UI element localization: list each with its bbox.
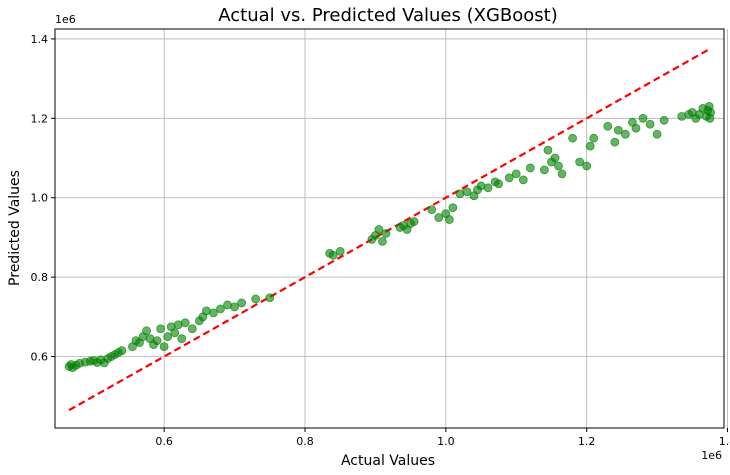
data-point — [335, 246, 345, 256]
data-point — [652, 129, 662, 139]
data-point — [187, 324, 197, 334]
data-point — [557, 169, 567, 179]
data-point — [706, 107, 716, 117]
reference-line-group — [68, 47, 711, 412]
data-point — [237, 298, 247, 308]
data-point — [543, 145, 553, 155]
data-point — [631, 123, 641, 133]
data-point — [554, 161, 563, 171]
data-point — [265, 293, 275, 303]
data-point — [427, 205, 437, 215]
y-tick-label: 1.2 — [31, 112, 49, 125]
data-point — [518, 175, 528, 185]
data-point — [117, 346, 127, 355]
data-point — [645, 119, 655, 129]
data-point — [483, 183, 493, 193]
data-point — [444, 215, 454, 224]
data-point — [621, 129, 630, 139]
y-axis-offset-label: 1e6 — [55, 13, 76, 26]
data-point — [613, 125, 623, 135]
data-point — [378, 237, 387, 246]
data-point — [448, 203, 458, 213]
data-point — [462, 187, 472, 197]
data-points — [64, 102, 716, 373]
data-point — [381, 229, 391, 238]
data-point — [504, 173, 514, 183]
data-point — [638, 113, 648, 123]
data-point — [374, 225, 384, 234]
data-point — [163, 332, 173, 342]
x-tick-label: 1.0 — [437, 435, 455, 448]
x-axis-offset-label: 1e6 — [701, 449, 722, 462]
x-axis-ticks: 0.6 0.8 1.0 1.2 1.4 — [155, 428, 730, 448]
data-point — [575, 157, 585, 167]
data-point — [409, 217, 419, 226]
data-point — [511, 169, 521, 179]
data-point — [159, 342, 169, 352]
x-tick-label: 1.2 — [578, 435, 596, 448]
data-point — [152, 336, 162, 346]
x-tick-label: 0.8 — [296, 435, 314, 448]
data-point — [525, 163, 535, 173]
y-tick-label: 1.0 — [31, 192, 49, 205]
data-point — [585, 141, 595, 151]
y-tick-label: 0.6 — [31, 351, 49, 364]
data-point — [434, 213, 444, 222]
x-axis-label: Actual Values — [341, 453, 435, 469]
grid-lines — [55, 29, 728, 428]
y-axis-ticks: 0.6 0.8 1.0 1.2 1.4 — [31, 33, 55, 364]
data-point — [209, 308, 218, 318]
data-point — [180, 318, 190, 328]
y-axis-label: Predicted Values — [7, 170, 23, 286]
reference-line — [68, 47, 711, 412]
data-point — [328, 250, 338, 260]
data-point — [589, 133, 599, 143]
data-point — [550, 153, 560, 163]
data-point — [170, 328, 180, 338]
data-point — [216, 304, 225, 314]
data-point — [540, 165, 549, 175]
y-tick-label: 0.8 — [31, 271, 49, 284]
x-tick-label: 1.4 — [719, 435, 730, 448]
data-point — [230, 302, 239, 312]
data-point — [610, 137, 620, 147]
data-point — [568, 133, 577, 143]
y-tick-label: 1.4 — [31, 33, 49, 46]
data-point — [582, 161, 592, 171]
data-point — [251, 294, 261, 304]
data-point — [494, 179, 504, 189]
x-tick-label: 0.6 — [155, 435, 173, 448]
chart-title: Actual vs. Predicted Values (XGBoost) — [218, 5, 557, 26]
data-point — [156, 324, 166, 334]
data-point — [142, 326, 151, 336]
data-point — [603, 121, 613, 131]
plot-frame — [54, 28, 725, 429]
data-point — [659, 115, 669, 125]
data-point — [177, 334, 187, 344]
